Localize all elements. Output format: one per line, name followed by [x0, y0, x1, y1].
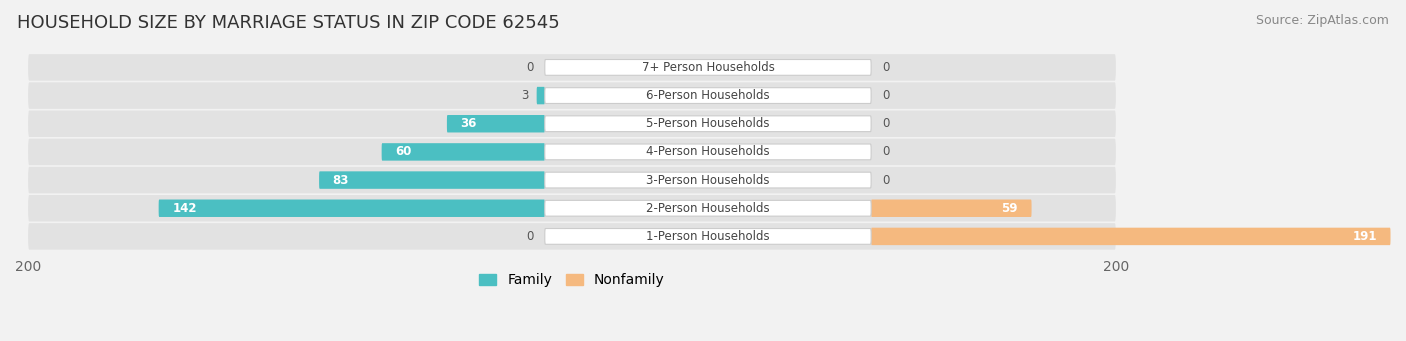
Text: Source: ZipAtlas.com: Source: ZipAtlas.com	[1256, 14, 1389, 27]
Text: 0: 0	[527, 230, 534, 243]
Text: 5-Person Households: 5-Person Households	[647, 117, 769, 130]
Text: 0: 0	[527, 61, 534, 74]
Text: 0: 0	[882, 145, 890, 159]
Legend: Family, Nonfamily: Family, Nonfamily	[474, 268, 671, 293]
FancyBboxPatch shape	[28, 195, 1116, 222]
Text: 142: 142	[173, 202, 197, 215]
Text: 0: 0	[882, 61, 890, 74]
Text: 1-Person Households: 1-Person Households	[647, 230, 769, 243]
FancyBboxPatch shape	[872, 228, 1391, 245]
Text: 0: 0	[882, 174, 890, 187]
Text: 0: 0	[882, 89, 890, 102]
FancyBboxPatch shape	[28, 54, 1116, 81]
FancyBboxPatch shape	[544, 228, 872, 244]
FancyBboxPatch shape	[872, 199, 1032, 217]
FancyBboxPatch shape	[319, 171, 544, 189]
FancyBboxPatch shape	[544, 88, 872, 103]
FancyBboxPatch shape	[537, 87, 544, 104]
Text: 3-Person Households: 3-Person Households	[647, 174, 769, 187]
Text: 2-Person Households: 2-Person Households	[647, 202, 769, 215]
FancyBboxPatch shape	[447, 115, 544, 132]
FancyBboxPatch shape	[544, 60, 872, 75]
FancyBboxPatch shape	[28, 82, 1116, 109]
Text: 59: 59	[1001, 202, 1018, 215]
FancyBboxPatch shape	[381, 143, 544, 161]
Text: 83: 83	[333, 174, 349, 187]
FancyBboxPatch shape	[28, 167, 1116, 193]
FancyBboxPatch shape	[544, 201, 872, 216]
Text: 6-Person Households: 6-Person Households	[647, 89, 769, 102]
FancyBboxPatch shape	[28, 223, 1116, 250]
Text: 7+ Person Households: 7+ Person Households	[641, 61, 775, 74]
FancyBboxPatch shape	[544, 144, 872, 160]
Text: HOUSEHOLD SIZE BY MARRIAGE STATUS IN ZIP CODE 62545: HOUSEHOLD SIZE BY MARRIAGE STATUS IN ZIP…	[17, 14, 560, 32]
Text: 0: 0	[882, 117, 890, 130]
Text: 60: 60	[395, 145, 412, 159]
Text: 191: 191	[1353, 230, 1376, 243]
Text: 36: 36	[461, 117, 477, 130]
Text: 3: 3	[522, 89, 529, 102]
FancyBboxPatch shape	[544, 172, 872, 188]
FancyBboxPatch shape	[544, 116, 872, 132]
FancyBboxPatch shape	[28, 139, 1116, 165]
FancyBboxPatch shape	[28, 110, 1116, 137]
FancyBboxPatch shape	[159, 199, 544, 217]
Text: 4-Person Households: 4-Person Households	[647, 145, 769, 159]
